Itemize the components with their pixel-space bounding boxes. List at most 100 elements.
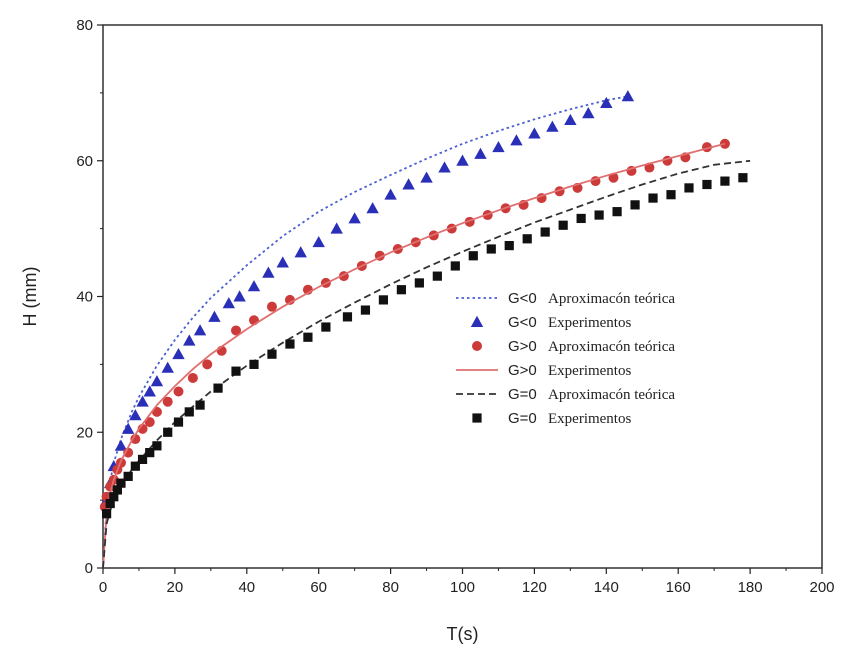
data-point [123,471,133,481]
series-3 [102,142,726,569]
data-point [231,366,241,376]
y-tick-label: 40 [76,289,93,306]
legend-series-text: Aproximacón teórica [548,291,675,307]
series-2 [99,138,730,512]
legend-series-text: Experimentos [548,363,631,379]
data-point [648,193,658,203]
series-line [102,95,629,569]
data-point [143,385,156,397]
data-point [144,417,155,428]
y-tick-label: 0 [85,560,93,577]
data-point [121,422,135,434]
data-point [504,240,514,251]
data-point [378,295,389,305]
data-point [184,407,194,417]
y-tick-label: 60 [76,153,93,170]
legend-series-text: Experimentos [548,315,631,331]
data-point [522,234,532,244]
x-axis-title: T(s) [447,624,479,644]
series-4 [102,159,751,569]
data-point [116,478,126,488]
data-point [456,154,469,166]
x-tick-label: 100 [450,579,475,596]
data-point [414,278,424,288]
data-point [510,134,523,146]
x-tick-label: 180 [738,579,763,596]
data-point [630,200,640,210]
data-point [600,96,613,109]
data-point [173,386,184,397]
data-point [528,127,541,139]
data-point [195,400,205,410]
legend-series-text: Experimentos [548,411,631,427]
data-point [161,361,174,373]
data-point [432,271,442,281]
x-tick-label: 40 [238,579,255,596]
data-point [474,147,487,159]
data-point [172,347,185,360]
legend-series-label: G=0 [508,410,537,427]
series-line [102,159,751,569]
x-tick-label: 200 [809,579,834,596]
x-axis-ticks: 0 20 40 60 80 100 120 140 160 180 200 [99,568,835,596]
data-point [222,297,236,309]
data-point [208,310,221,322]
data-point [330,222,343,234]
x-tick-label: 0 [99,579,107,596]
data-point [366,202,379,214]
data-point [129,409,142,421]
data-point [233,290,246,302]
data-point [187,372,198,383]
plot-border [102,24,823,569]
legend-item: G<0 Experimentos [470,314,631,331]
data-point [213,383,223,393]
data-point [247,280,261,292]
data-point [612,207,622,217]
x-tick-label: 60 [310,579,327,596]
plot-frame [102,24,823,569]
series-layer [99,90,751,569]
data-point [145,448,155,458]
data-point [231,325,242,336]
data-point [294,246,307,258]
data-point [582,107,595,119]
data-point [137,454,148,464]
data-point [384,188,397,200]
data-point [738,173,748,183]
data-point [202,359,213,370]
legend-series-label: G>0 [508,338,537,355]
data-point [130,434,141,445]
data-point [267,349,277,359]
data-point [492,140,505,153]
data-point [342,312,353,322]
data-point [321,322,331,332]
x-tick-label: 160 [666,579,691,596]
y-tick-label: 80 [76,17,93,34]
data-point [468,251,478,261]
data-point [348,212,361,224]
data-point [266,301,277,312]
legend-series-label: G<0 [508,290,537,307]
data-point [702,179,712,190]
series-5 [101,173,748,519]
data-point [486,244,496,254]
data-point [193,324,207,336]
data-point [130,461,140,471]
data-point [312,236,325,248]
series-0 [102,95,629,569]
x-tick-label: 20 [167,579,184,596]
data-point [684,183,694,193]
data-point [396,285,406,295]
x-tick-label: 140 [594,579,619,596]
data-point [150,375,164,387]
data-point [576,213,586,224]
data-point [303,332,313,342]
data-point [360,305,371,315]
data-point [285,339,295,349]
data-point [666,190,676,200]
data-point [438,161,451,173]
series-line [102,142,726,569]
legend-item: G>0 Experimentos [456,362,631,379]
data-point [163,427,173,437]
